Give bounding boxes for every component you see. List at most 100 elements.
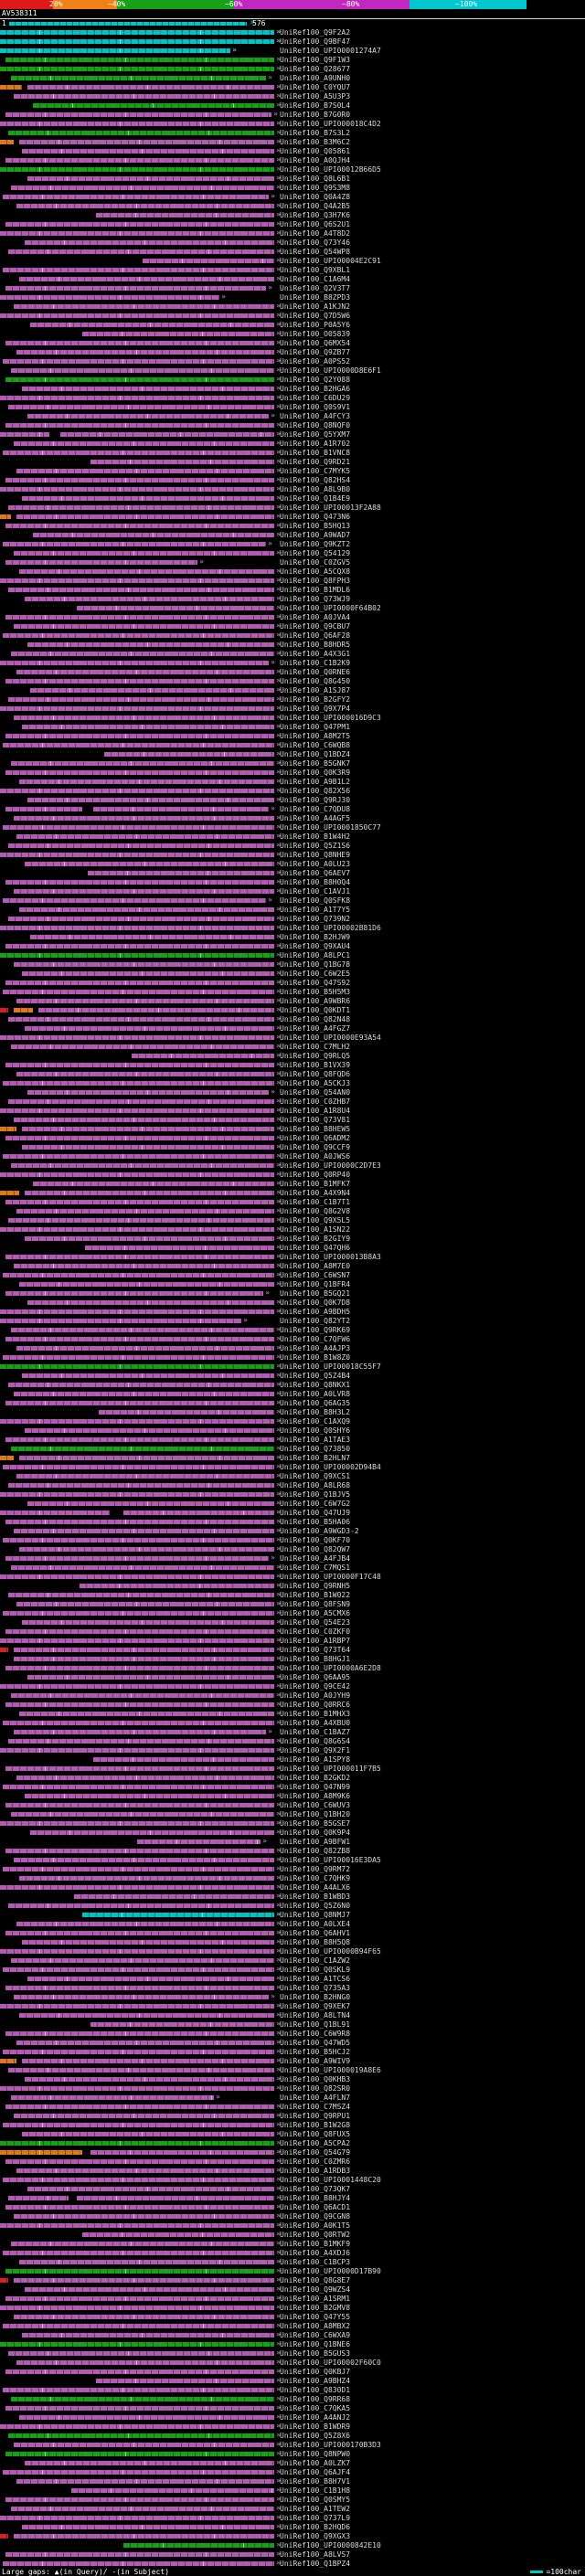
alignment-segment[interactable] [0,1008,8,1012]
alignment-segment[interactable] [16,997,281,1004]
hit-accession[interactable]: UniRef100_Q0K3R9 [280,769,351,777]
alignment-segment[interactable] [123,1509,281,1516]
alignment-segment[interactable] [16,1472,281,1479]
hit-accession[interactable]: UniRef100_Q9XAU4 [280,942,351,950]
alignment-segment[interactable] [60,430,281,438]
alignment-segment[interactable] [77,2194,281,2201]
alignment-segment[interactable] [11,1810,281,1818]
alignment-segment[interactable] [88,869,281,876]
alignment-segment[interactable] [0,1682,281,1690]
alignment-segment[interactable] [137,1838,267,1845]
alignment-segment[interactable] [16,1774,281,1781]
alignment-segment[interactable] [5,807,82,811]
alignment-segment[interactable] [22,1618,281,1626]
alignment-segment[interactable] [25,239,281,246]
hit-accession[interactable]: UniRef100_UPI000011F7B5 [280,1765,381,1773]
alignment-segment[interactable] [22,2523,281,2530]
alignment-segment[interactable] [5,613,281,620]
alignment-segment[interactable] [0,787,281,794]
hit-accession[interactable]: UniRef100_B2GMV8 [280,2304,351,2312]
alignment-segment[interactable] [8,403,281,410]
hit-accession[interactable]: UniRef100_Q47UJ9 [280,1509,351,1517]
hit-accession[interactable]: UniRef100_A1R8U4 [280,1107,351,1115]
alignment-segment[interactable] [3,357,281,365]
hit-accession[interactable]: UniRef100_A0QJH4 [280,156,351,164]
alignment-segment[interactable] [3,823,281,831]
hit-accession[interactable]: UniRef100_Q47WD5 [280,2039,351,2047]
alignment-segment[interactable] [3,1966,281,1973]
hit-accession[interactable]: UniRef100_B2GKD2 [280,1774,351,1782]
hit-accession[interactable]: UniRef100_A9BFW1 [280,1838,351,1846]
hit-accession[interactable]: UniRef100_A8MBX2 [280,2322,351,2330]
alignment-segment[interactable] [0,659,275,666]
hit-accession[interactable]: UniRef100_UPI00001274A7 [280,47,381,55]
alignment-segment[interactable] [0,1225,281,1233]
hit-accession[interactable]: UniRef100_Q8FPH3 [280,577,351,585]
hit-accession[interactable]: UniRef100_UPI00018C55F7 [280,1362,381,1371]
alignment-segment[interactable] [143,257,281,264]
alignment-segment[interactable] [0,165,281,173]
alignment-segment[interactable] [0,1362,281,1370]
alignment-segment[interactable] [0,85,22,90]
alignment-segment[interactable] [5,421,281,429]
hit-accession[interactable]: UniRef100_Q1BDZ4 [280,750,351,758]
alignment-segment[interactable] [8,1015,281,1023]
hit-accession[interactable]: UniRef100_Q739N2 [280,915,351,923]
hit-accession[interactable]: UniRef100_C7MLH2 [280,1043,351,1051]
hit-accession[interactable]: UniRef100_UPI0000F64B02 [280,604,381,612]
hit-accession[interactable]: UniRef100_A4X9N4 [280,1189,351,1197]
alignment-segment[interactable] [0,394,281,401]
alignment-segment[interactable] [3,1463,281,1470]
alignment-segment[interactable] [3,2176,281,2183]
hit-accession[interactable]: UniRef100_C7QHK9 [280,1874,351,1882]
alignment-segment[interactable] [30,321,281,328]
hit-accession[interactable]: UniRef100_B8H5Q8 [280,1938,351,1946]
hit-accession[interactable]: UniRef100_Q6ACD1 [280,2203,351,2211]
alignment-segment[interactable] [8,1902,281,1909]
hit-accession[interactable]: UniRef100_B8HEW5 [280,1125,351,1133]
alignment-segment[interactable] [0,312,281,319]
hit-accession[interactable]: UniRef100_UPI0000F17C48 [280,1573,381,1581]
alignment-segment[interactable] [22,2331,281,2338]
hit-accession[interactable]: UniRef100_Q6AHV1 [280,1929,351,1937]
hit-accession[interactable]: UniRef100_Q1BG78 [280,960,351,969]
hit-accession[interactable]: UniRef100_Q8NQF0 [280,421,351,429]
alignment-segment[interactable] [74,1892,281,1900]
alignment-segment[interactable] [8,129,281,136]
alignment-segment[interactable] [5,1847,281,1854]
alignment-segment[interactable] [0,1191,19,1195]
hit-accession[interactable]: UniRef100_B2GFY2 [280,695,351,704]
hit-accession[interactable]: UniRef100_A1SN22 [280,1225,351,1234]
alignment-segment[interactable] [8,1381,281,1388]
hit-accession[interactable]: UniRef100_Q5Z6N0 [280,1902,351,1910]
hit-accession[interactable]: UniRef100_Q54WP8 [280,248,351,256]
hit-accession[interactable]: UniRef100_Q47S92 [280,979,351,987]
hit-accession[interactable]: UniRef100_B3M6C2 [280,138,351,146]
hit-accession[interactable]: UniRef100_Q9X5L5 [280,1216,351,1224]
hit-accession[interactable]: UniRef100_Q73Y46 [280,239,351,247]
hit-accession[interactable]: UniRef100_Q0RP40 [280,1171,351,1179]
alignment-segment[interactable] [0,2422,281,2430]
alignment-segment[interactable] [0,1819,281,1827]
hit-accession[interactable]: UniRef100_Q9RPU1 [280,2112,351,2120]
hit-accession[interactable]: UniRef100_Q6ADM2 [280,1134,351,1142]
hit-accession[interactable]: UniRef100_Q2Y088 [280,376,351,384]
alignment-segment[interactable] [5,1984,281,1991]
alignment-segment[interactable] [16,2039,281,2046]
alignment-segment[interactable] [19,906,281,913]
hit-accession[interactable]: UniRef100_UPI0000E93A54 [280,1034,381,1042]
hit-accession[interactable]: UniRef100_Q4A2B5 [280,202,351,210]
hit-accession[interactable]: UniRef100_Q9F1W3 [280,56,351,64]
alignment-segment[interactable] [30,686,281,694]
hit-accession[interactable]: UniRef100_A5CQX8 [280,567,351,576]
hit-accession[interactable]: UniRef100_A1RBP7 [280,1637,351,1645]
alignment-segment[interactable] [14,814,281,822]
hit-accession[interactable]: UniRef100_Q6AF28 [280,631,351,640]
alignment-segment[interactable] [0,1490,281,1498]
hit-accession[interactable]: UniRef100_Q47QH6 [280,1244,351,1252]
alignment-segment[interactable] [71,2486,281,2494]
hit-accession[interactable]: UniRef100_Q0K7D8 [280,1299,351,1307]
alignment-segment[interactable] [5,1198,281,1205]
alignment-segment[interactable] [3,988,281,995]
alignment-segment[interactable] [104,750,281,758]
